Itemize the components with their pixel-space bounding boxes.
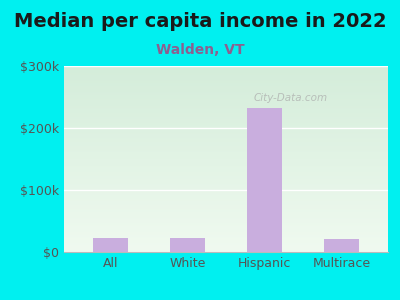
Bar: [324, 239, 359, 252]
Text: Median per capita income in 2022: Median per capita income in 2022: [14, 12, 386, 31]
Bar: [170, 238, 205, 252]
Text: City-Data.com: City-Data.com: [254, 93, 328, 103]
Bar: [247, 108, 282, 252]
Text: Walden, VT: Walden, VT: [156, 44, 244, 58]
Bar: [93, 238, 128, 252]
